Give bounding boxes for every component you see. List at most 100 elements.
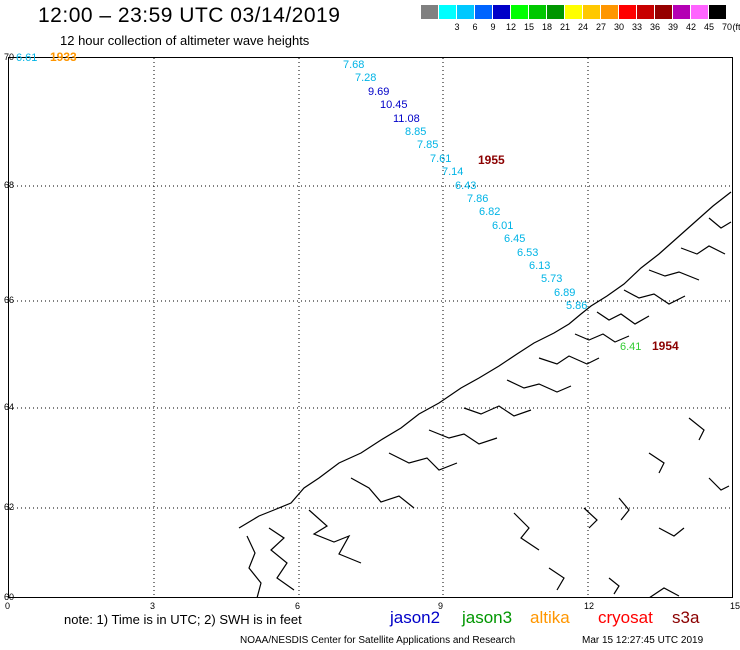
legend-label: 45 (703, 22, 714, 32)
coastline-segment (574, 333, 630, 343)
swh-value-label: 7.68 (343, 59, 365, 71)
legend-swatch (511, 5, 529, 19)
coastline-segment (268, 527, 295, 591)
coastline-segment (608, 577, 620, 595)
legend-swatch (493, 5, 511, 19)
legend-label: 30 (613, 22, 624, 32)
swh-value-label: 8.85 (405, 126, 427, 138)
swh-value-label: 6.13 (529, 260, 551, 272)
coastline (238, 191, 732, 597)
coastline-segment (680, 245, 726, 255)
legend-label: 9 (490, 22, 496, 32)
coastline-segment (658, 527, 685, 537)
satellite-name: altika (530, 608, 570, 627)
coastline-segment (238, 191, 732, 529)
legend-swatch (439, 5, 457, 19)
coastline-segment (583, 507, 598, 529)
lon-tick-label: 3 (150, 601, 156, 611)
legend-swatch (691, 5, 709, 19)
satellite-name: jason2 (390, 608, 441, 627)
swh-value-label: 9.69 (368, 86, 390, 98)
legend-label: 18 (541, 22, 552, 32)
legend-label: 70 (721, 22, 732, 32)
legend-label: 3 (454, 22, 460, 32)
lat-tick-label: 62 (4, 502, 15, 512)
legend-swatch (529, 5, 547, 19)
legend-swatch (709, 5, 727, 19)
legend-label: 15 (523, 22, 534, 32)
swh-value-label: 6.43 (455, 180, 477, 192)
swh-value-label: 6.41 (620, 341, 642, 353)
graticule (9, 58, 732, 597)
coastline-segment (538, 355, 600, 365)
coastline-segment (428, 429, 498, 445)
pass-time-label: 1954 (652, 339, 679, 353)
legend-label: 39 (667, 22, 678, 32)
legend-label: 24 (577, 22, 588, 32)
coastline-segment (548, 567, 565, 591)
swh-value-label: 7.14 (442, 166, 464, 178)
coastline-segment (618, 497, 630, 521)
lon-tick-label: 6 (295, 601, 301, 611)
coastline-segment (648, 452, 665, 474)
swh-value-label: 6.82 (479, 206, 501, 218)
coastline-segment (648, 269, 700, 281)
coastline-segment (649, 587, 680, 597)
lat-tick-label: 60 (4, 592, 15, 602)
pass-time-label: 1955 (478, 153, 505, 167)
swh-value-label: 6.45 (504, 233, 526, 245)
legend-swatch (457, 5, 475, 19)
legend-swatch (583, 5, 601, 19)
legend-unit: (ft) (732, 22, 740, 32)
legend-swatch (475, 5, 493, 19)
legend-swatch (565, 5, 583, 19)
lon-tick-label: 15 (730, 601, 740, 611)
legend-label: 36 (649, 22, 660, 32)
lat-tick-label: 70 (4, 52, 15, 62)
lat-tick-label: 68 (4, 180, 15, 190)
pass-time-label: 1933 (50, 50, 77, 64)
swh-value-label: 6.53 (517, 247, 539, 259)
swh-value-label: 6.61 (16, 52, 38, 64)
coastline-segment (708, 477, 730, 491)
map-canvas (9, 58, 732, 597)
map-panel (8, 57, 733, 598)
legend-swatch (655, 5, 673, 19)
coastline-segment (708, 217, 732, 229)
legend-label: 12 (505, 22, 516, 32)
legend-swatch (673, 5, 691, 19)
coastline-segment (350, 477, 415, 509)
lon-tick-label: 12 (584, 601, 595, 611)
lon-tick-label: 9 (438, 601, 444, 611)
coastline-segment (513, 512, 540, 551)
swh-value-label: 5.73 (541, 273, 563, 285)
legend-label: 21 (559, 22, 570, 32)
coastline-segment (246, 535, 262, 597)
coastline-segment (596, 311, 650, 325)
legend-swatch (619, 5, 637, 19)
legend-swatch (421, 5, 439, 19)
coastline-segment (388, 452, 458, 471)
swh-value-label: 7.85 (417, 139, 439, 151)
swh-value-label: 5.86 (566, 300, 588, 312)
coastline-segment (308, 509, 362, 564)
satellite-name: jason3 (462, 608, 513, 627)
swh-value-label: 6.01 (492, 220, 514, 232)
legend-swatch (547, 5, 565, 19)
satellite-name: cryosat (598, 608, 653, 627)
legend-swatch (601, 5, 619, 19)
lat-tick-label: 64 (4, 402, 15, 412)
swh-value-label: 7.86 (467, 193, 489, 205)
footer-note: note: 1) Time is in UTC; 2) SWH is in fe… (64, 612, 302, 627)
coastline-segment (463, 405, 532, 417)
legend-swatch (637, 5, 655, 19)
coastline-segment (623, 289, 686, 305)
chart-title: 12:00 – 23:59 UTC 03/14/2019 (38, 4, 341, 27)
swh-value-label: 10.45 (380, 99, 408, 111)
swh-value-label: 6.89 (554, 287, 576, 299)
swh-value-label: 7.61 (430, 153, 452, 165)
satellite-name: s3a (672, 608, 700, 627)
credit-line: NOAA/NESDIS Center for Satellite Applica… (240, 635, 516, 646)
coastline-segment (688, 417, 705, 441)
generated-timestamp: Mar 15 12:27:45 UTC 2019 (582, 635, 704, 646)
